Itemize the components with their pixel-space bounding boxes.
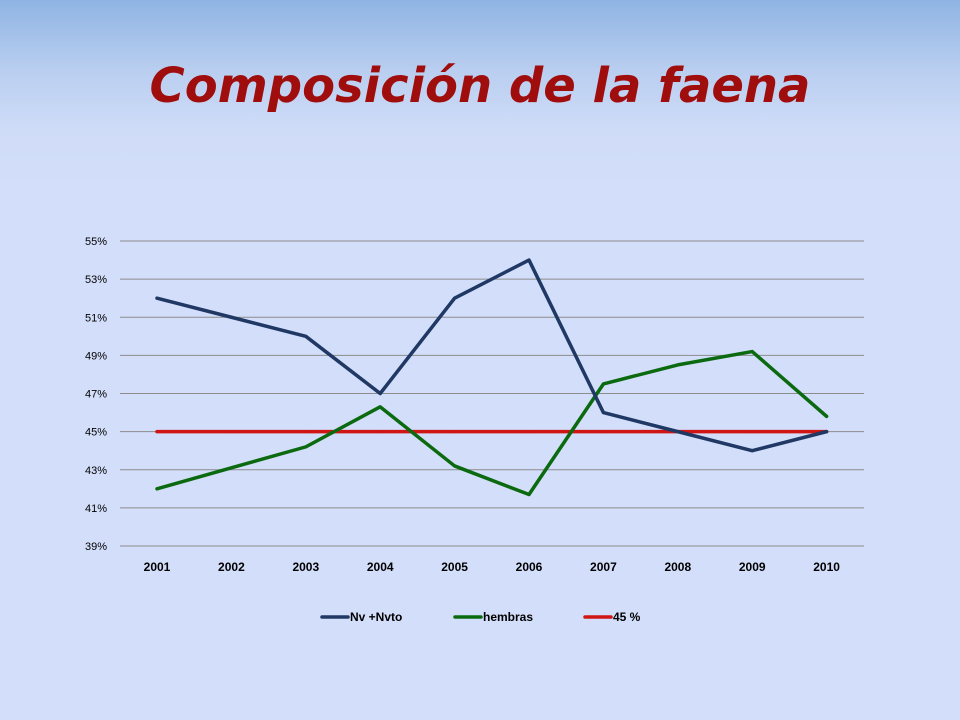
data-point [304,445,308,449]
y-tick-label: 53% [85,274,107,286]
y-tick-label: 49% [85,350,107,362]
y-tick-label: 55% [85,236,107,248]
legend-label: Nv +Nvto [350,610,402,624]
data-point [750,350,754,354]
data-point [378,405,382,409]
x-tick-label: 2005 [441,560,468,574]
data-point [378,430,382,434]
x-tick-label: 2003 [292,560,319,574]
y-tick-label: 39% [85,541,107,553]
data-point [527,258,531,262]
y-tick-label: 47% [85,389,107,401]
data-point [676,363,680,367]
y-tick-label: 43% [85,465,107,477]
data-point [453,464,457,468]
y-tick-label: 51% [85,312,107,324]
chart-gridlines [120,240,864,547]
data-point [453,296,457,300]
data-point [155,296,159,300]
x-tick-label: 2004 [367,560,394,574]
x-axis-ticks: 2001 2002 2003 2004 2005 2006 2007 2008 2009 2010 [144,560,841,574]
chart-legend: Nv +Nvto hembras 45 % [320,610,641,624]
x-tick-label: 2008 [664,560,691,574]
series-line-0 [155,258,829,453]
legend-label: hembras [483,610,533,624]
x-tick-label: 2001 [144,560,171,574]
x-tick-label: 2009 [739,560,766,574]
y-axis-ticks: 39% 41% 43% 45% 47% 49% 51% 53% 55% [85,236,107,553]
data-point [601,382,605,386]
data-point [825,414,829,418]
data-point [676,430,680,434]
data-point [453,430,457,434]
series-line-1 [155,349,829,497]
data-point [750,430,754,434]
data-point [601,430,605,434]
slide-title: Composición de la faena [149,58,811,114]
chart-series [155,258,829,497]
data-point [229,466,233,470]
legend-label: 45 % [613,610,641,624]
x-tick-label: 2007 [590,560,617,574]
x-tick-label: 2006 [516,560,543,574]
data-point [527,430,531,434]
data-point [155,430,159,434]
y-tick-label: 41% [85,503,107,515]
data-point [304,430,308,434]
data-point [825,430,829,434]
x-tick-label: 2002 [218,560,245,574]
data-point [155,487,159,491]
data-point [304,334,308,338]
data-point [601,411,605,415]
data-point [229,430,233,434]
data-point [378,392,382,395]
x-tick-label: 2010 [813,560,840,574]
y-tick-label: 45% [85,427,107,439]
data-point [229,315,233,319]
data-point [750,449,754,453]
data-point [527,493,531,497]
